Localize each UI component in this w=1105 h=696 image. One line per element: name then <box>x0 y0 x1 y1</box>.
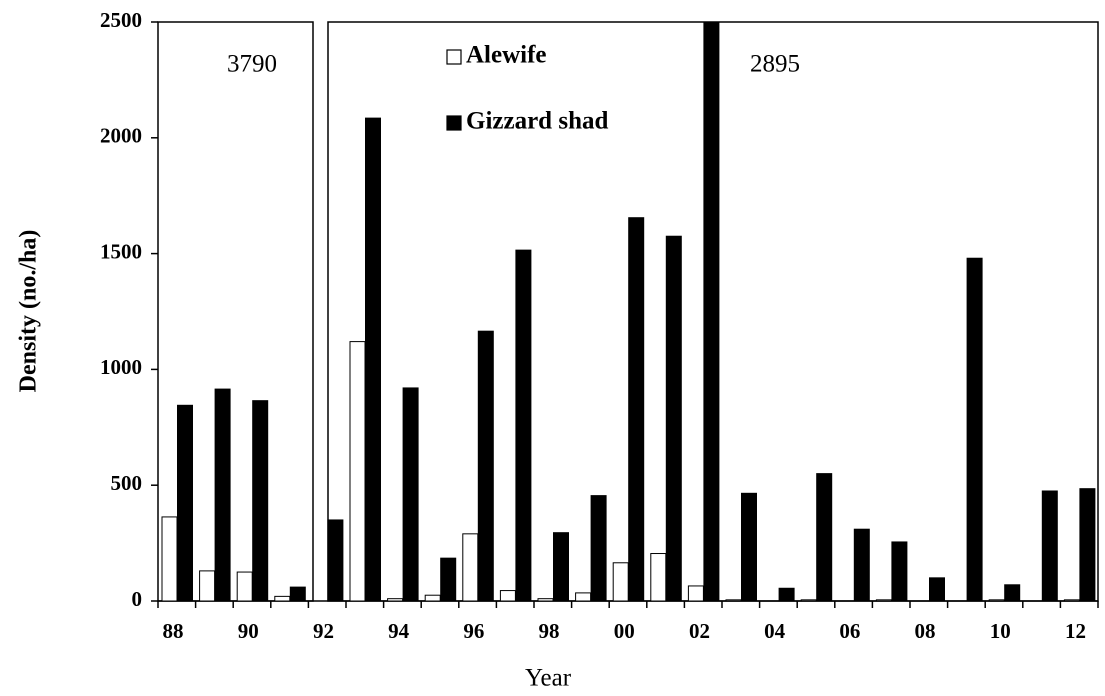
legend-swatch <box>446 49 462 65</box>
bar <box>537 598 554 601</box>
bar <box>214 388 231 601</box>
x-tick-label: 04 <box>764 619 786 643</box>
x-tick-label: 02 <box>689 619 710 643</box>
y-axis-title: Density (no./ha) <box>16 230 42 393</box>
x-tick-label: 08 <box>915 619 936 643</box>
bar <box>875 599 892 601</box>
x-axis-title: Year <box>525 665 572 692</box>
bar <box>349 341 366 601</box>
bar <box>199 570 216 601</box>
bar <box>778 587 795 601</box>
bar <box>800 599 817 601</box>
x-tick-label: 06 <box>839 619 860 643</box>
bar <box>1041 490 1058 601</box>
x-tick-label: 12 <box>1065 619 1086 643</box>
y-tick-label: 2000 <box>100 124 142 148</box>
bar <box>462 533 479 601</box>
annotation: 3790 <box>227 51 277 78</box>
bar <box>891 541 908 601</box>
x-tick-label: 94 <box>388 619 410 643</box>
bars <box>161 22 1096 601</box>
bar <box>499 590 516 601</box>
bar <box>252 400 269 601</box>
legend-label: Alewife <box>466 42 547 69</box>
y-tick-label: 1000 <box>100 355 142 379</box>
bar <box>387 598 404 601</box>
bar <box>687 585 704 601</box>
bar <box>1079 488 1096 601</box>
x-tick-label: 96 <box>463 619 484 643</box>
x-tick-label: 90 <box>238 619 259 643</box>
bar <box>424 594 441 601</box>
bar <box>477 330 494 601</box>
x-tick-label: 00 <box>614 619 635 643</box>
bar <box>1004 584 1021 601</box>
bar <box>628 217 645 601</box>
y-tick-label: 500 <box>111 471 143 495</box>
bar <box>853 528 870 601</box>
x-tick-label: 88 <box>163 619 184 643</box>
bar <box>402 387 419 601</box>
bar <box>741 492 757 601</box>
legend-swatch <box>446 115 462 131</box>
x-tick-label: 10 <box>990 619 1011 643</box>
x-tick-label: 98 <box>539 619 560 643</box>
bar <box>289 586 306 601</box>
legend-label: Gizzard shad <box>466 108 608 135</box>
bar <box>703 22 720 601</box>
bar <box>274 595 291 601</box>
bar <box>440 557 457 601</box>
bar <box>553 532 569 601</box>
bar <box>988 599 1005 601</box>
bar <box>161 516 178 601</box>
bar <box>725 599 742 601</box>
bar <box>590 495 607 601</box>
y-tick-label: 2500 <box>100 8 142 32</box>
bar <box>575 592 592 601</box>
bar <box>929 577 945 601</box>
bar <box>365 117 381 601</box>
bar <box>966 257 983 601</box>
x-tick-label: 92 <box>313 619 334 643</box>
bar <box>650 553 667 601</box>
bar <box>612 562 629 601</box>
y-tick-label: 0 <box>132 587 143 611</box>
y-tick-label: 1500 <box>100 239 142 263</box>
bar <box>327 519 344 601</box>
annotation: 2895 <box>750 51 800 78</box>
bar <box>236 571 253 601</box>
bar <box>515 249 532 601</box>
bar <box>1063 599 1080 601</box>
bar <box>177 404 193 601</box>
bar <box>665 235 682 601</box>
bar <box>816 473 833 601</box>
